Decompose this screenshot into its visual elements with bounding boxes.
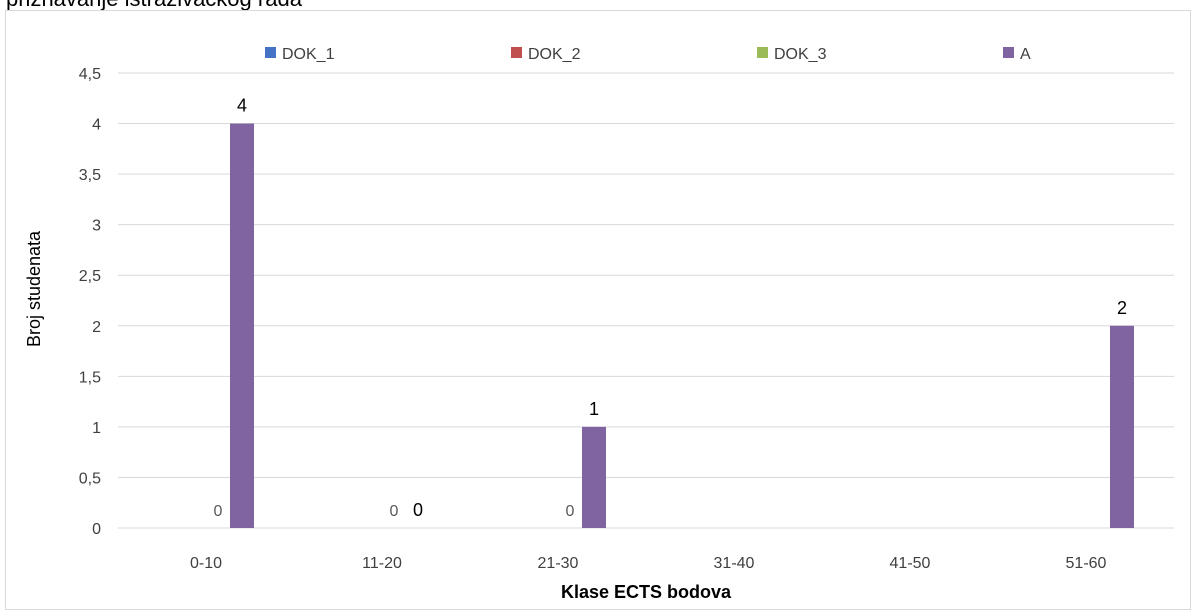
y-tick-label: 2	[92, 319, 101, 336]
bars	[230, 123, 1134, 529]
x-tick-label: 41-50	[890, 555, 931, 572]
y-tick-label: 4,5	[79, 66, 101, 83]
legend-label-A: A	[1020, 46, 1031, 63]
data-label: 2	[1117, 298, 1127, 318]
legend-swatch-A	[1003, 47, 1014, 58]
data-labels: 040 0 012	[214, 96, 1127, 520]
y-tick-label: 3,5	[79, 167, 101, 184]
bar-A-51-60	[1110, 325, 1134, 528]
x-tick-label: 11-20	[362, 555, 402, 572]
legend-swatch-DOK_3	[757, 47, 768, 58]
data-label: 0	[390, 503, 399, 520]
legend-swatch-DOK_1	[265, 47, 276, 58]
legend-swatch-DOK_2	[511, 47, 522, 58]
data-label: 0	[413, 500, 423, 520]
y-tick-label: 2,5	[79, 268, 101, 285]
x-axis-ticks: 0-10 11-20 21-30 31-40 41-50 51-60	[190, 555, 1107, 572]
y-tick-label: 1,5	[79, 369, 101, 386]
y-axis-ticks: 0 0,5 1 1,5 2 2,5 3 3,5 4 4,5	[79, 66, 101, 538]
legend-label-DOK_3: DOK_3	[774, 46, 827, 63]
bar-A-21-30	[582, 426, 606, 528]
x-axis-title: Klase ECTS bodova	[561, 582, 732, 602]
x-tick-label: 0-10	[190, 555, 222, 572]
y-tick-label: 0,5	[79, 470, 101, 487]
data-label: 0	[214, 503, 223, 520]
data-label: 1	[589, 399, 599, 419]
legend-label-DOK_1: DOK_1	[282, 46, 335, 63]
bar-A-0-10	[230, 123, 254, 529]
x-tick-label: 21-30	[538, 555, 579, 572]
y-tick-label: 3	[92, 218, 101, 235]
data-label: 0	[566, 503, 575, 520]
y-tick-label: 4	[92, 117, 101, 134]
x-tick-label: 51-60	[1066, 555, 1107, 572]
legend: DOK_1 DOK_2 DOK_3 A	[265, 46, 1031, 63]
data-label: 4	[237, 96, 247, 116]
y-tick-label: 0	[92, 521, 101, 538]
x-tick-label: 31-40	[714, 555, 755, 572]
gridlines	[118, 72, 1174, 529]
y-tick-label: 1	[92, 420, 101, 437]
legend-label-DOK_2: DOK_2	[528, 46, 581, 63]
y-axis-title: Broj studenata	[24, 230, 44, 347]
page-title-fragment: priznavanje istraživačkog rada	[6, 0, 302, 12]
